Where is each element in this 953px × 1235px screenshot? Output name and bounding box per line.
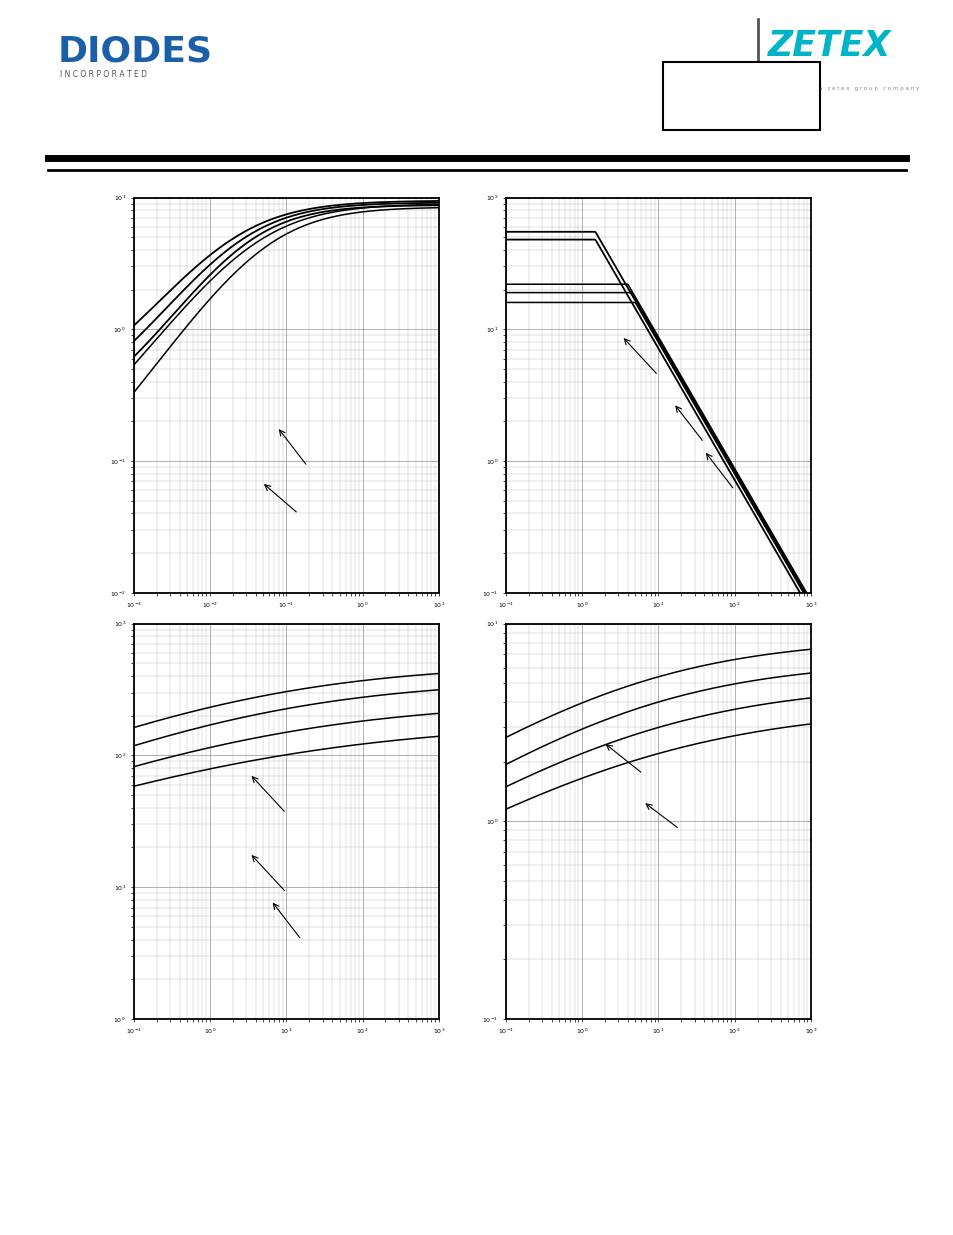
Text: DIODES: DIODES	[57, 35, 213, 69]
Text: s e m i c o n d u c t o r s   .   a   z e t e x   g r o u p   c o m p a n y: s e m i c o n d u c t o r s . a z e t e …	[740, 86, 919, 91]
Bar	[662, 62, 820, 130]
Text: I N C O R P O R A T E D: I N C O R P O R A T E D	[60, 69, 147, 79]
Text: ZETEX: ZETEX	[767, 28, 891, 63]
